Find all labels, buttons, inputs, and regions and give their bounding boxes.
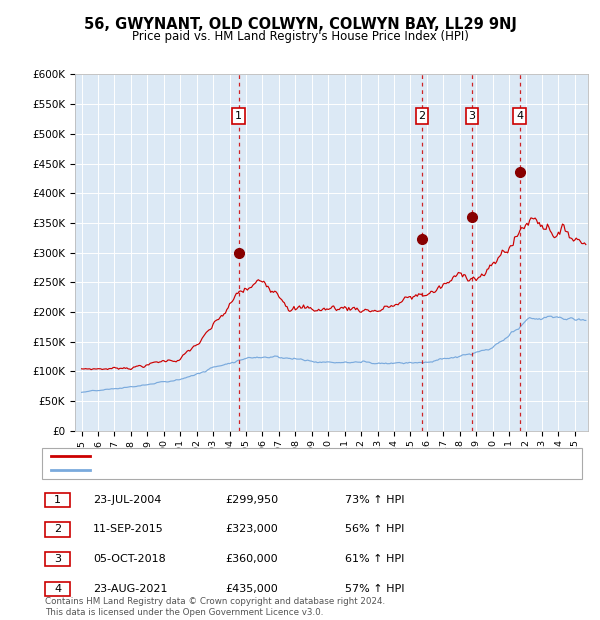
Text: 73% ↑ HPI: 73% ↑ HPI — [345, 495, 404, 505]
Text: 56, GWYNANT, OLD COLWYN, COLWYN BAY, LL29 9NJ: 56, GWYNANT, OLD COLWYN, COLWYN BAY, LL2… — [83, 17, 517, 32]
Text: 23-AUG-2021: 23-AUG-2021 — [93, 584, 167, 594]
Text: 57% ↑ HPI: 57% ↑ HPI — [345, 584, 404, 594]
Text: £360,000: £360,000 — [225, 554, 278, 564]
Text: 11-SEP-2015: 11-SEP-2015 — [93, 525, 164, 534]
Text: 56% ↑ HPI: 56% ↑ HPI — [345, 525, 404, 534]
Text: £435,000: £435,000 — [225, 584, 278, 594]
Text: 2: 2 — [418, 111, 425, 121]
Text: 4: 4 — [516, 111, 523, 121]
Text: Price paid vs. HM Land Registry's House Price Index (HPI): Price paid vs. HM Land Registry's House … — [131, 30, 469, 43]
Text: 61% ↑ HPI: 61% ↑ HPI — [345, 554, 404, 564]
Text: £299,950: £299,950 — [225, 495, 278, 505]
Text: 4: 4 — [54, 584, 61, 594]
Text: 3: 3 — [54, 554, 61, 564]
Text: Contains HM Land Registry data © Crown copyright and database right 2024.
This d: Contains HM Land Registry data © Crown c… — [45, 598, 385, 617]
Text: 23-JUL-2004: 23-JUL-2004 — [93, 495, 161, 505]
Text: 2: 2 — [54, 525, 61, 534]
Text: 56, GWYNANT, OLD COLWYN, COLWYN BAY, LL29 9NJ (detached house): 56, GWYNANT, OLD COLWYN, COLWYN BAY, LL2… — [97, 451, 468, 461]
Text: £323,000: £323,000 — [225, 525, 278, 534]
Text: 1: 1 — [54, 495, 61, 505]
Text: 1: 1 — [235, 111, 242, 121]
Text: HPI: Average price, detached house, Conwy: HPI: Average price, detached house, Conw… — [97, 465, 325, 476]
Text: 05-OCT-2018: 05-OCT-2018 — [93, 554, 166, 564]
Text: 3: 3 — [469, 111, 476, 121]
